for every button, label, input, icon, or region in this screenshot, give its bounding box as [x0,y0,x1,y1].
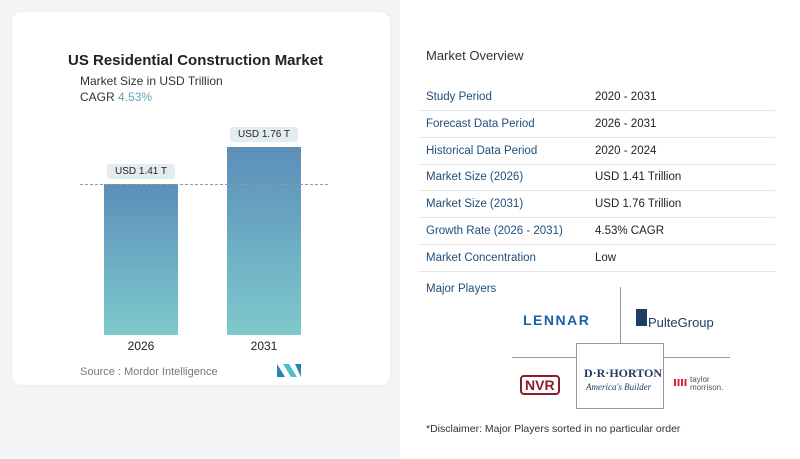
row-label: Market Size (2026) [426,171,524,184]
chart-subtitle: Market Size in USD Trillion [80,74,223,88]
taylor-morrison-icon [674,379,688,386]
x-tick-label: 2026 [127,339,155,353]
row-label: Forecast Data Period [426,117,535,130]
overview-title: Market Overview [426,48,524,63]
cagr: CAGR 4.53% [80,90,152,104]
row-value: USD 1.41 Trillion [595,171,682,184]
row-value: 4.53% CAGR [595,225,665,237]
row-label: Market Concentration [426,251,536,264]
row-value: USD 1.76 Trillion [595,198,682,211]
bar-2026 [104,184,178,335]
chart-card [12,12,390,385]
drhorton-logo: D·R·HORTON [584,366,663,380]
overview-row: Historical Data Period 2020 - 2024 [418,138,775,165]
row-label: Study Period [426,91,492,103]
x-tick-label: 2031 [250,339,278,353]
overview-row: Growth Rate (2026 - 2031) 4.53% CAGR [418,218,775,245]
overview-row: Study Period 2020 - 2031 [418,84,775,111]
overview-row: Market Size (2026) USD 1.41 Trillion [418,164,775,192]
drhorton-tagline: America's Builder [586,382,652,392]
data-label: USD 1.41 T [106,164,176,180]
mordor-logo-icon [277,364,301,377]
reference-line [80,184,328,185]
data-label: USD 1.76 T [229,126,299,142]
nvr-logo: NVR [520,375,560,395]
bar-2031 [227,146,301,335]
overview-row: Market Size (2031) USD 1.76 Trillion [418,191,775,219]
cagr-label: CAGR [80,90,115,104]
chart-title: US Residential Construction Market [68,52,324,69]
row-value: 2026 - 2031 [595,117,657,130]
major-players-label: Major Players [426,283,497,295]
taylor-morrison-logo: taylor morrison. [690,375,724,392]
overview-row: Market Concentration Low [418,245,775,272]
row-label: Market Size (2031) [426,198,524,211]
source-text: Source : Mordor Intelligence [80,366,218,378]
lennar-logo: LENNAR [523,312,591,328]
disclaimer: *Disclaimer: Major Players sorted in no … [426,423,681,435]
row-value: 2020 - 2024 [595,144,657,157]
row-label: Growth Rate (2026 - 2031) [426,225,563,237]
overview-row: Forecast Data Period 2026 - 2031 [418,111,775,138]
row-label: Historical Data Period [426,144,538,157]
row-value: Low [595,251,617,264]
cagr-value: 4.53% [118,90,153,104]
pultegroup-logo: PulteGroup [648,315,714,330]
pulte-house-icon [636,309,647,326]
row-value: 2020 - 2031 [595,91,657,103]
